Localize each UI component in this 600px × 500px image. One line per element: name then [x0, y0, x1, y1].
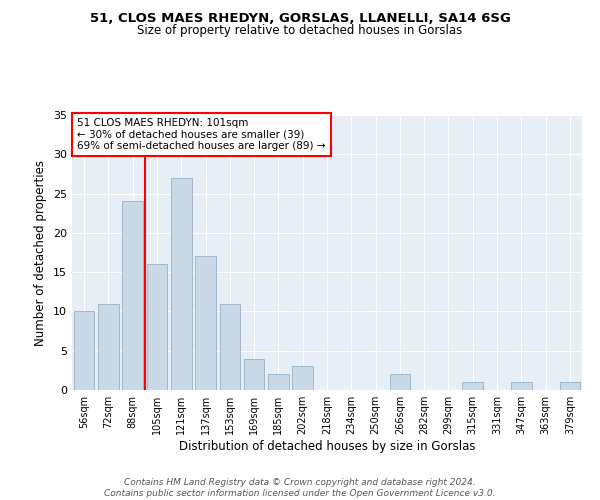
Bar: [560, 382, 580, 390]
Text: 51 CLOS MAES RHEDYN: 101sqm
← 30% of detached houses are smaller (39)
69% of sem: 51 CLOS MAES RHEDYN: 101sqm ← 30% of det…: [77, 118, 326, 151]
Bar: [292, 366, 313, 390]
Text: Contains HM Land Registry data © Crown copyright and database right 2024.
Contai: Contains HM Land Registry data © Crown c…: [104, 478, 496, 498]
Bar: [98, 304, 119, 390]
Bar: [220, 304, 240, 390]
X-axis label: Distribution of detached houses by size in Gorslas: Distribution of detached houses by size …: [179, 440, 475, 453]
Bar: [511, 382, 532, 390]
Bar: [195, 256, 216, 390]
Y-axis label: Number of detached properties: Number of detached properties: [34, 160, 47, 346]
Bar: [268, 374, 289, 390]
Bar: [244, 358, 265, 390]
Bar: [122, 202, 143, 390]
Bar: [171, 178, 191, 390]
Bar: [146, 264, 167, 390]
Text: 51, CLOS MAES RHEDYN, GORSLAS, LLANELLI, SA14 6SG: 51, CLOS MAES RHEDYN, GORSLAS, LLANELLI,…: [89, 12, 511, 26]
Bar: [74, 312, 94, 390]
Bar: [389, 374, 410, 390]
Bar: [463, 382, 483, 390]
Text: Size of property relative to detached houses in Gorslas: Size of property relative to detached ho…: [137, 24, 463, 37]
